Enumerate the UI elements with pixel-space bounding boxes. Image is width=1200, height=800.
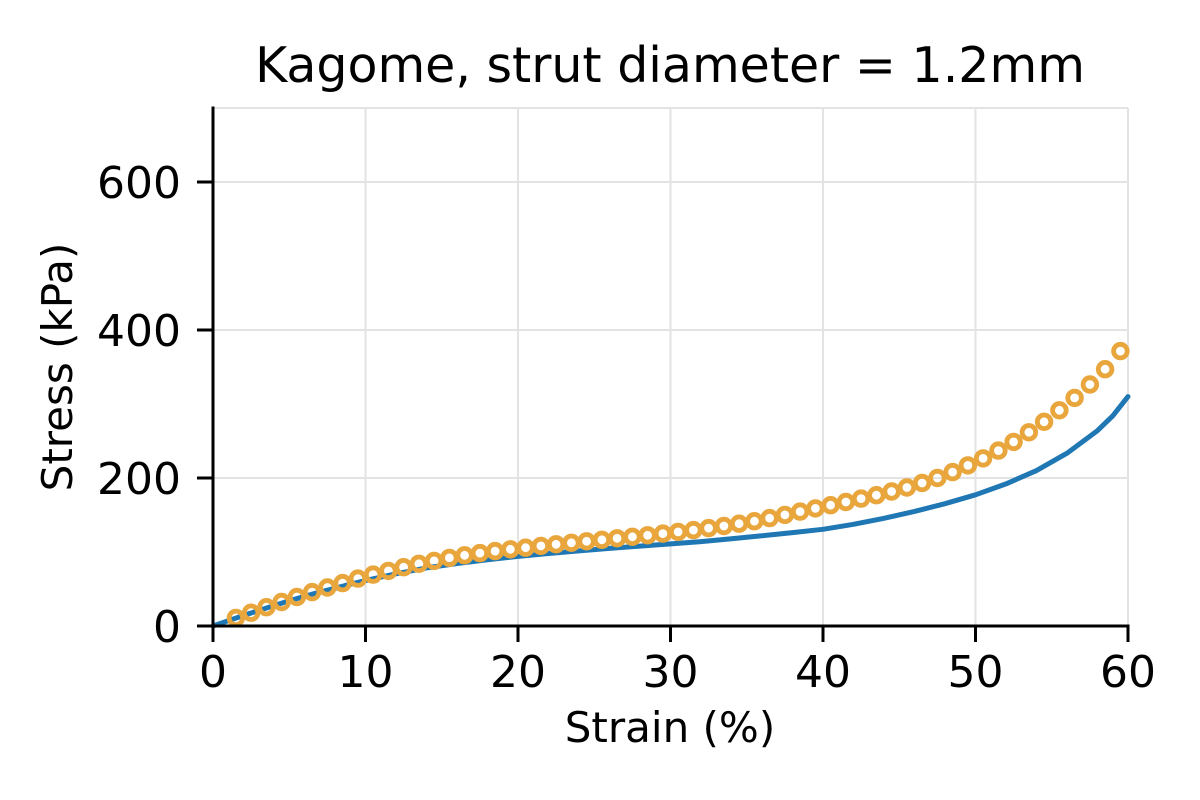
y-tick-label: 0 bbox=[153, 602, 181, 653]
marker-circle bbox=[333, 573, 352, 593]
marker-circle bbox=[989, 441, 1008, 460]
marker-circle bbox=[668, 522, 688, 542]
x-axis-label: Strain (%) bbox=[565, 703, 775, 752]
chart-title: Kagome, strut diameter = 1.2mm bbox=[255, 37, 1085, 94]
marker-circle bbox=[516, 538, 535, 557]
marker-circle bbox=[409, 554, 429, 574]
marker-circle bbox=[546, 535, 566, 554]
marker-circle bbox=[485, 541, 505, 561]
marker-circle bbox=[760, 508, 779, 528]
marker-circle bbox=[790, 502, 810, 521]
marker-circle bbox=[851, 489, 871, 508]
marker-circle bbox=[943, 462, 962, 482]
marker-circle bbox=[928, 468, 947, 488]
marker-circle bbox=[775, 505, 795, 525]
marker-circle bbox=[836, 492, 856, 512]
marker-circle bbox=[318, 578, 337, 597]
marker-circle bbox=[1034, 412, 1054, 432]
marker-circle bbox=[287, 587, 307, 607]
marker-circle bbox=[806, 499, 825, 518]
y-tick-label: 200 bbox=[97, 454, 181, 505]
marker-circle bbox=[531, 536, 551, 556]
marker-circle bbox=[684, 520, 703, 540]
x-tick-label: 30 bbox=[643, 647, 699, 698]
marker-circle bbox=[638, 526, 657, 545]
marker-circle bbox=[363, 565, 383, 584]
marker-circle bbox=[958, 456, 978, 475]
marker-circle bbox=[470, 543, 490, 563]
marker-circle bbox=[607, 529, 627, 548]
x-tick-label: 10 bbox=[338, 647, 394, 698]
marker-circle bbox=[1065, 388, 1084, 408]
marker-circle bbox=[882, 482, 901, 501]
marker-circle bbox=[1019, 423, 1039, 442]
grid-layer bbox=[213, 107, 1129, 626]
marker-circle bbox=[424, 551, 444, 571]
marker-circle bbox=[653, 524, 673, 543]
marker-circle bbox=[867, 486, 886, 505]
marker-circle bbox=[912, 473, 932, 493]
marker-circle bbox=[577, 532, 596, 551]
marker-circle bbox=[1111, 341, 1130, 361]
y-tick-label: 400 bbox=[97, 306, 181, 357]
x-tick-label: 0 bbox=[199, 647, 227, 698]
y-tick-label: 600 bbox=[97, 158, 181, 209]
marker-circle bbox=[348, 569, 368, 588]
marker-circle bbox=[714, 516, 734, 536]
marker-circle bbox=[241, 603, 261, 622]
marker-circle bbox=[592, 530, 612, 550]
series-layer bbox=[210, 341, 1131, 629]
marker-circle bbox=[897, 478, 917, 497]
x-tick-label: 50 bbox=[948, 647, 1004, 698]
marker-circle bbox=[729, 514, 749, 533]
x-tick-label: 40 bbox=[795, 647, 851, 698]
marker-circle bbox=[623, 527, 642, 547]
marker-circle bbox=[302, 582, 322, 602]
marker-circle bbox=[501, 540, 520, 559]
x-tick-label: 20 bbox=[490, 647, 546, 698]
marker-circle bbox=[1004, 432, 1023, 452]
y-axis-label: Stress (kPa) bbox=[33, 243, 82, 492]
marker-circle bbox=[745, 512, 764, 531]
x-tick-label: 60 bbox=[1100, 647, 1156, 698]
marker-circle bbox=[455, 546, 474, 565]
axes-layer bbox=[197, 106, 1130, 642]
marker-circle bbox=[440, 548, 459, 568]
marker-circle bbox=[699, 518, 718, 538]
experiment-scatter bbox=[226, 341, 1130, 628]
marker-circle bbox=[379, 561, 398, 581]
marker-circle bbox=[1050, 401, 1069, 420]
marker-circle bbox=[257, 598, 276, 617]
marker-circle bbox=[1080, 375, 1100, 394]
marker-circle bbox=[394, 558, 413, 577]
marker-circle bbox=[973, 449, 993, 468]
marker-circle bbox=[821, 496, 840, 515]
marker-circle bbox=[1095, 360, 1115, 379]
marker-circle bbox=[562, 533, 581, 553]
marker-circle bbox=[272, 592, 291, 612]
